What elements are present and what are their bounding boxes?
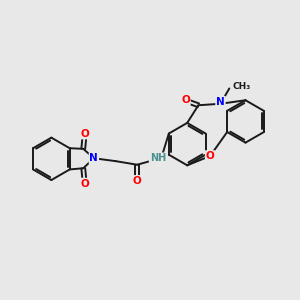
Text: CH₃: CH₃ bbox=[233, 82, 251, 91]
Text: O: O bbox=[80, 128, 89, 139]
Text: NH: NH bbox=[150, 153, 166, 163]
Text: O: O bbox=[133, 176, 142, 186]
Text: N: N bbox=[216, 97, 225, 107]
Text: O: O bbox=[80, 178, 89, 189]
Text: N: N bbox=[89, 153, 98, 163]
Text: O: O bbox=[206, 151, 214, 161]
Text: O: O bbox=[181, 95, 190, 105]
